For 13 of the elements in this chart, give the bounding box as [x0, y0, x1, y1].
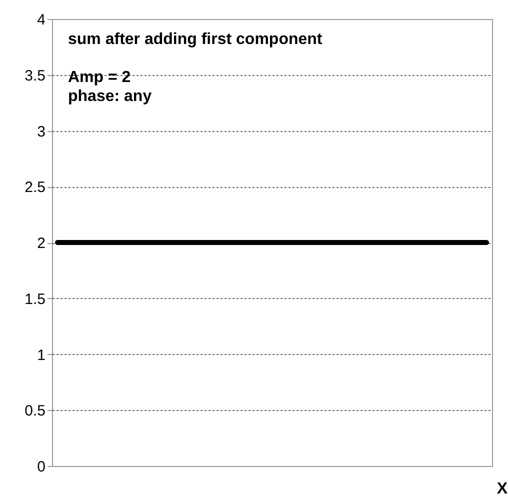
text: sum after adding first component — [68, 31, 323, 48]
y-tick-label: 2.5 — [24, 179, 46, 196]
y-tick-label: 1 — [37, 346, 46, 364]
y-tick-label: 2 — [37, 235, 46, 252]
x-axis-title: X — [496, 480, 508, 498]
y-tick-label: 0 — [37, 458, 46, 476]
y-tick-label: 0.5 — [24, 402, 46, 420]
annotation: phase: any — [68, 88, 152, 105]
annotation: Amp = 2 — [68, 69, 131, 86]
y-tick-label: 3 — [37, 123, 46, 140]
y-tick-label: 3.5 — [24, 67, 46, 84]
y-tick-label: 1.5 — [24, 290, 46, 308]
y-tick-label: 4 — [37, 12, 46, 28]
